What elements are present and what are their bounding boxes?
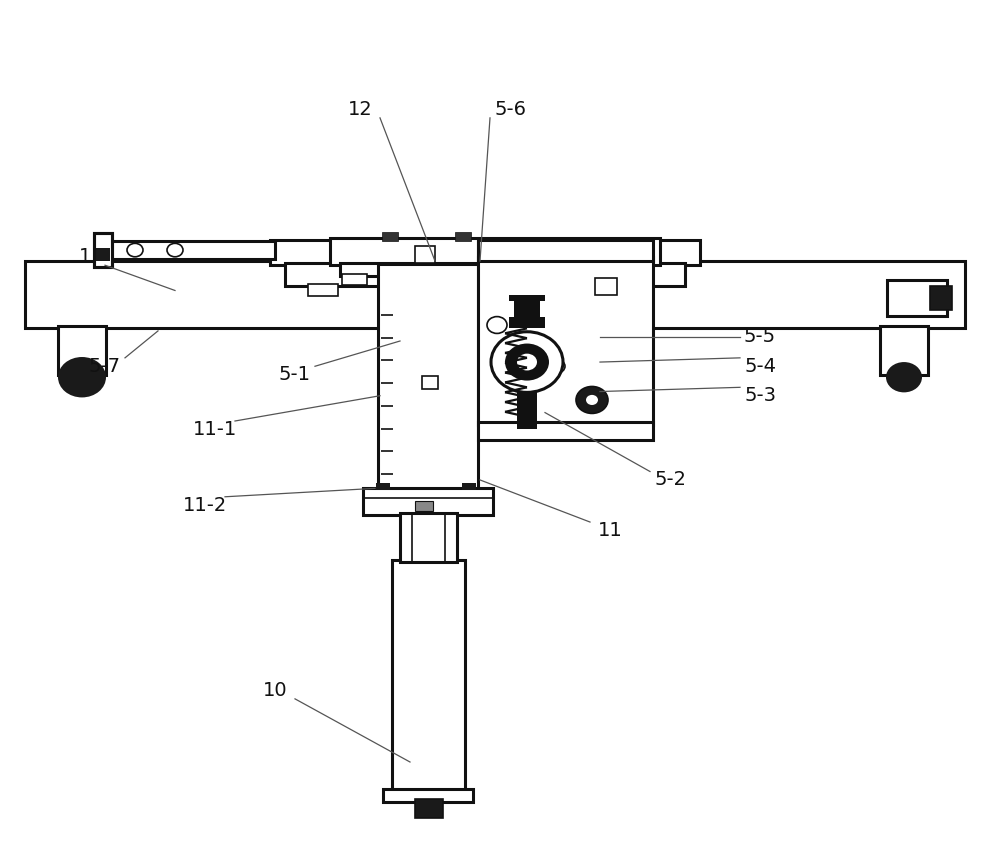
Text: 10: 10 [263,681,287,700]
Circle shape [576,386,608,413]
Bar [462,483,476,490]
Text: 11-2: 11-2 [183,496,227,514]
Circle shape [549,360,565,373]
Circle shape [886,362,922,392]
Circle shape [167,243,183,257]
Circle shape [505,344,549,381]
Text: 12: 12 [348,100,372,119]
Circle shape [491,332,563,392]
Text: 5-3: 5-3 [744,386,776,405]
Bar [478,257,653,425]
Bar [478,422,653,440]
Bar [930,286,952,310]
Bar [25,261,965,328]
Bar [455,232,471,241]
Text: 5-1: 5-1 [279,365,311,384]
Bar [509,295,545,301]
Bar [514,300,540,318]
Bar [94,233,112,267]
Bar [94,233,112,267]
Bar [382,232,398,241]
Circle shape [127,243,143,257]
Bar [376,483,390,490]
Bar [880,326,928,375]
Text: 11-1: 11-1 [193,420,237,439]
Circle shape [487,317,507,333]
Text: 5-6: 5-6 [494,100,526,119]
Bar [378,264,478,493]
Circle shape [517,354,537,370]
Bar [363,488,493,515]
Bar [340,263,650,276]
Bar [509,317,545,328]
Bar [270,240,700,265]
Text: 5-4: 5-4 [744,357,776,376]
Bar [490,274,515,285]
Text: 11: 11 [598,521,622,540]
Bar [478,240,653,261]
Text: 5-7: 5-7 [89,357,121,376]
Circle shape [586,395,598,405]
Bar [330,238,660,265]
Bar [887,280,947,316]
Bar [415,501,433,511]
Bar [570,274,598,285]
Bar [383,789,473,802]
Circle shape [58,357,106,397]
Bar [415,799,443,818]
Bar [440,284,470,296]
Text: 5-5: 5-5 [744,328,776,346]
Bar [400,513,457,562]
Bar [96,248,110,261]
Bar [392,560,465,791]
Bar [422,376,438,389]
Bar [595,278,617,295]
Bar [308,284,338,296]
Bar [100,241,275,259]
Bar [342,274,367,285]
Bar [415,246,435,263]
Text: 1: 1 [79,248,91,266]
Bar [58,326,106,375]
Bar [285,263,685,286]
Text: 5-2: 5-2 [654,471,686,489]
Bar [517,360,537,429]
Bar [555,284,583,296]
